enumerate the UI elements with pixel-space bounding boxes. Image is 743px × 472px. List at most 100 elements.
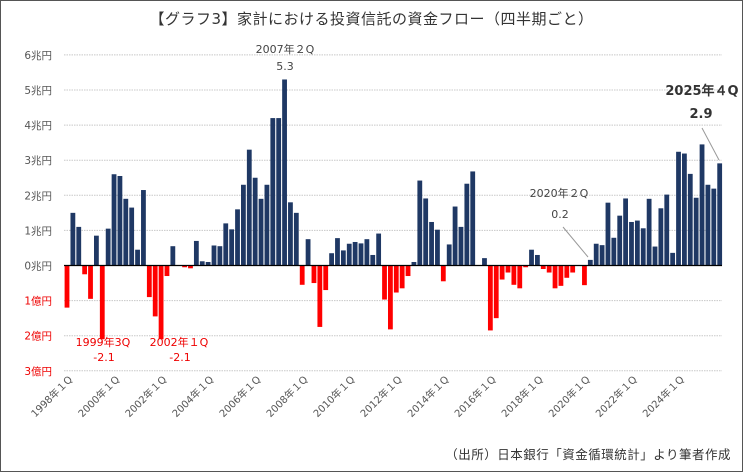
- x-axis-ticks: 1998年１Q 2000年１Q 2002年１Q 2004年１Q 2006年１Q 2008年…: [28, 373, 687, 420]
- y-tick-label: 3兆円: [24, 155, 52, 167]
- y-tick-label: 0兆円: [24, 261, 52, 273]
- bar: [129, 207, 135, 266]
- bar: [435, 229, 440, 266]
- bar: [164, 265, 170, 277]
- y-tick-label: 6兆円: [24, 50, 52, 62]
- bar: [241, 184, 246, 266]
- annotation-leader-line: [562, 226, 589, 258]
- x-tick-label: 2020年１Q: [546, 373, 593, 420]
- bar: [276, 118, 282, 266]
- y-tick-label: 1億円: [24, 295, 52, 308]
- annotation-value: -2.1: [169, 351, 190, 364]
- bar: [482, 258, 487, 266]
- bar: [429, 221, 434, 266]
- bar: [452, 206, 458, 266]
- annotation-label: 2002年１Q: [150, 335, 209, 349]
- bar: [517, 265, 523, 289]
- bar: [94, 235, 99, 266]
- bar: [611, 237, 617, 266]
- bar: [529, 249, 534, 266]
- bar: [670, 252, 676, 266]
- x-tick-label: 2024年１Q: [640, 373, 687, 420]
- bar: [340, 250, 346, 266]
- bar: [599, 245, 605, 266]
- y-tick-label: 2兆円: [24, 190, 52, 202]
- bar: [105, 228, 111, 266]
- y-tick-label: 1兆円: [24, 225, 52, 237]
- annotations: 1999年3Q -2.1 2002年１Q -2.1 2007年２Q 5.3 2020年２Q 0…: [76, 42, 739, 364]
- bar: [311, 265, 317, 284]
- bar: [235, 209, 240, 266]
- bar: [252, 177, 258, 266]
- annotation-value: 5.3: [276, 60, 294, 73]
- bar: [370, 254, 376, 266]
- bar: [205, 261, 211, 266]
- x-tick-label: 2006年１Q: [216, 373, 263, 420]
- bar: [464, 183, 470, 266]
- bar: [293, 212, 299, 266]
- bar: [305, 239, 311, 266]
- bar: [617, 215, 623, 266]
- bar: [411, 261, 417, 266]
- bar: [552, 265, 558, 289]
- bar: [393, 265, 399, 293]
- annotation-leader-line: [701, 127, 720, 161]
- bar: [664, 194, 670, 266]
- source-note: （出所）日本銀行「資金循環統計」より筆者作成: [445, 447, 731, 462]
- bar: [282, 79, 287, 266]
- bar: [458, 226, 464, 266]
- bar: [687, 173, 693, 266]
- bar: [70, 212, 76, 266]
- bar: [170, 246, 176, 266]
- bar: [711, 188, 717, 266]
- bar: [376, 233, 382, 266]
- bar: [540, 265, 546, 270]
- bar: [705, 184, 711, 266]
- bar: [658, 208, 664, 266]
- bar: [193, 240, 199, 266]
- bar: [605, 202, 611, 266]
- x-tick-label: 2012年１Q: [358, 373, 405, 420]
- bar: [182, 265, 187, 268]
- bar: [523, 265, 529, 268]
- bar: [405, 265, 411, 277]
- bar: [440, 265, 446, 282]
- annotation-value: 2.9: [689, 107, 712, 122]
- bar: [346, 243, 352, 266]
- x-tick-label: 2014年１Q: [405, 373, 452, 420]
- x-tick-label: 1998年１Q: [28, 373, 75, 420]
- bars: [64, 79, 723, 340]
- bar: [352, 241, 358, 266]
- bar: [117, 175, 123, 266]
- bar: [211, 245, 217, 266]
- bar: [582, 265, 587, 286]
- bar: [188, 265, 193, 269]
- bar: [382, 265, 387, 300]
- bar: [99, 265, 105, 340]
- bar: [199, 261, 205, 266]
- bar: [158, 265, 164, 340]
- bar: [329, 253, 334, 266]
- bar: [246, 149, 252, 266]
- annotation-label: 2025年４Q: [665, 83, 738, 99]
- bar: [358, 243, 364, 266]
- bar: [634, 220, 640, 266]
- bar: [288, 202, 293, 266]
- bar: [323, 265, 329, 291]
- y-tick-label: 2億円: [24, 330, 52, 343]
- bar: [76, 226, 82, 266]
- bar: [535, 254, 540, 266]
- bar: [493, 265, 499, 319]
- bar: [123, 198, 129, 266]
- gridlines: [64, 54, 722, 372]
- annotation-label: 1999年3Q: [76, 335, 131, 349]
- bar: [676, 151, 681, 266]
- bar: [564, 265, 570, 278]
- x-tick-label: 2002年１Q: [122, 373, 169, 420]
- bar: [652, 246, 658, 266]
- bar: [446, 244, 452, 266]
- bar: [111, 174, 117, 266]
- x-tick-label: 2000年１Q: [75, 373, 122, 420]
- bar: [317, 265, 323, 327]
- bar: [264, 184, 270, 266]
